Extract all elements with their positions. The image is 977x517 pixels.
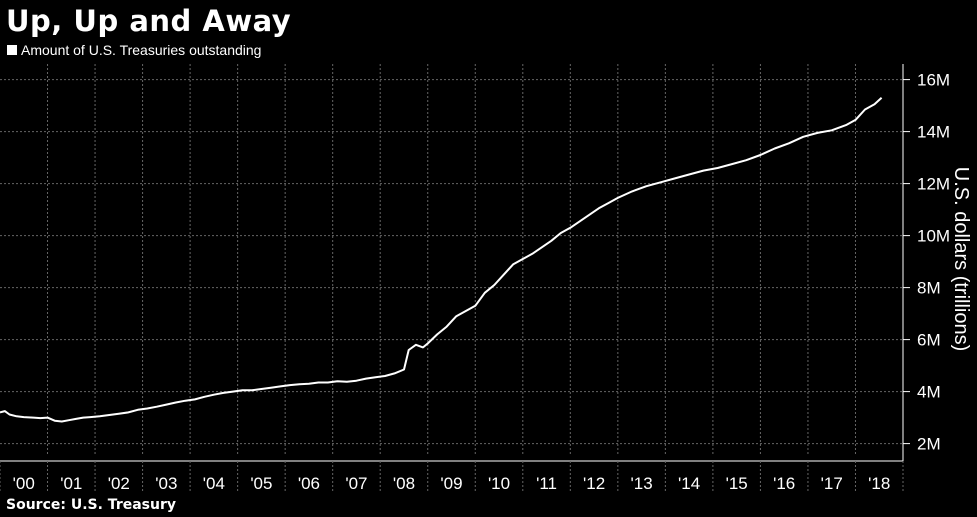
y-axis-label: U.S. dollars (trillions) xyxy=(950,167,972,351)
legend: Amount of U.S. Treasuries outstanding xyxy=(7,42,261,58)
series-line xyxy=(0,97,883,423)
x-tick-label: '18 xyxy=(868,474,890,493)
y-tick-label: 14M xyxy=(917,123,950,142)
axes xyxy=(0,64,904,462)
y-tick-label: 8M xyxy=(917,279,941,298)
y-tick-label: 4M xyxy=(917,383,941,402)
x-tick-label: '06 xyxy=(298,474,320,493)
grid-lines xyxy=(0,64,903,454)
y-axis-ticks: 2M 4M 6M 8M 10M 12M 14M 16M xyxy=(903,71,950,454)
x-tick-label: '08 xyxy=(393,474,415,493)
x-tick-label: '15 xyxy=(726,474,748,493)
source-note: Source: U.S. Treasury xyxy=(6,497,176,513)
x-tick-label: '11 xyxy=(536,474,557,493)
series-lines xyxy=(0,97,883,423)
x-tick-label: '07 xyxy=(345,474,367,493)
x-tick-label: '16 xyxy=(773,474,795,493)
x-tick-label: '10 xyxy=(488,474,510,493)
x-tick-label: '04 xyxy=(203,474,225,493)
legend-swatch xyxy=(7,45,17,55)
x-tick-label: '17 xyxy=(821,474,843,493)
legend-label: Amount of U.S. Treasuries outstanding xyxy=(21,42,262,58)
x-tick-label: '00 xyxy=(13,474,35,493)
y-tick-label: 6M xyxy=(917,331,941,350)
y-tick-label: 2M xyxy=(917,435,941,454)
x-tick-label: '13 xyxy=(631,474,653,493)
x-tick-label: '03 xyxy=(155,474,177,493)
x-tick-label: '12 xyxy=(583,474,605,493)
x-tick-label: '02 xyxy=(108,474,130,493)
x-tick-label: '01 xyxy=(60,474,82,493)
y-tick-label: 10M xyxy=(917,227,950,246)
y-tick-label: 12M xyxy=(917,175,950,194)
x-tick-label: '14 xyxy=(678,474,700,493)
x-tick-label: '09 xyxy=(440,474,462,493)
x-tick-label: '05 xyxy=(250,474,272,493)
x-axis-ticks: '00 '01 '02 '03 '04 '05 '06 '07 '08 '09 '10 '11 '12 '… xyxy=(0,461,904,493)
chart-title: Up, Up and Away xyxy=(6,4,292,38)
y-tick-label: 16M xyxy=(917,71,950,90)
